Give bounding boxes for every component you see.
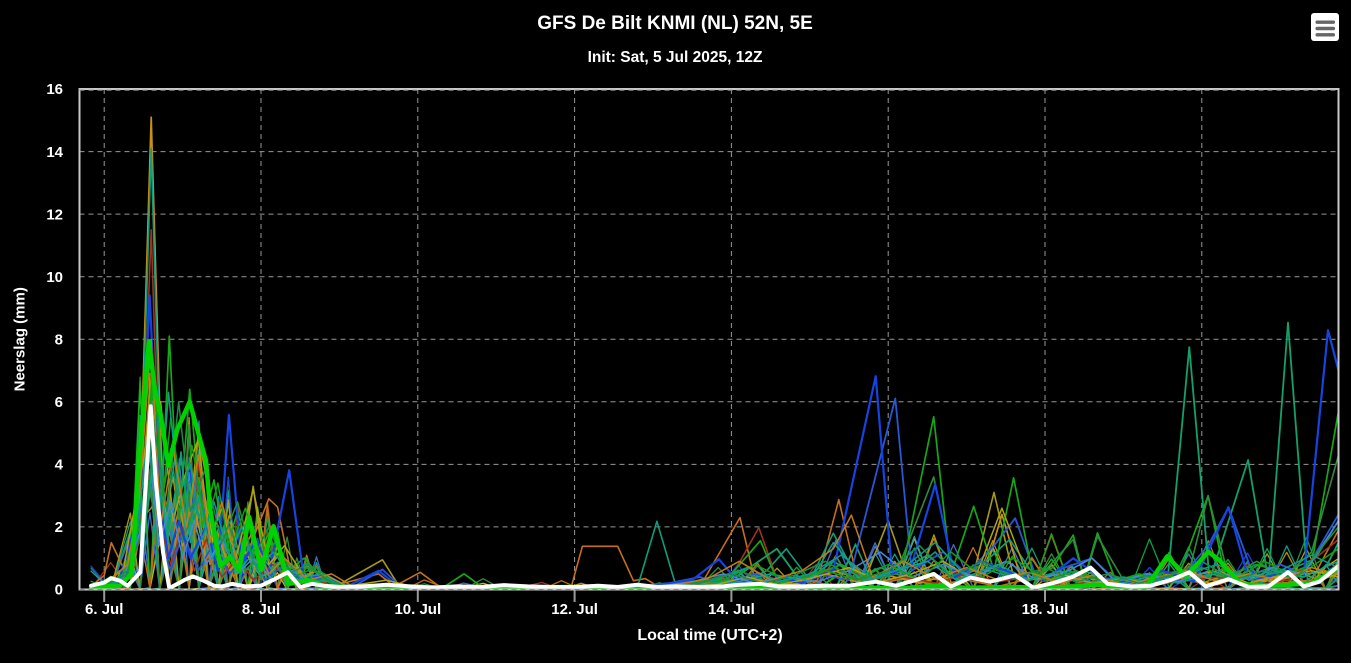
svg-text:Init: Sat, 5 Jul 2025, 12Z: Init: Sat, 5 Jul 2025, 12Z bbox=[588, 49, 763, 66]
svg-text:16: 16 bbox=[46, 81, 63, 98]
svg-text:0: 0 bbox=[55, 582, 63, 599]
svg-text:Local time (UTC+2): Local time (UTC+2) bbox=[637, 627, 782, 644]
svg-text:14: 14 bbox=[46, 144, 63, 161]
svg-text:Neerslag (mm): Neerslag (mm) bbox=[12, 287, 29, 391]
svg-text:14. Jul: 14. Jul bbox=[708, 601, 755, 618]
svg-text:10. Jul: 10. Jul bbox=[394, 601, 441, 618]
svg-text:2: 2 bbox=[55, 519, 63, 536]
svg-text:GFS De Bilt KNMI (NL) 52N, 5E: GFS De Bilt KNMI (NL) 52N, 5E bbox=[537, 13, 813, 34]
svg-text:16. Jul: 16. Jul bbox=[865, 601, 912, 618]
svg-text:12: 12 bbox=[46, 206, 63, 223]
svg-text:6: 6 bbox=[55, 394, 63, 411]
svg-text:6. Jul: 6. Jul bbox=[85, 601, 123, 618]
svg-text:8: 8 bbox=[55, 332, 63, 349]
svg-text:8. Jul: 8. Jul bbox=[242, 601, 280, 618]
svg-text:4: 4 bbox=[55, 457, 64, 474]
svg-text:12. Jul: 12. Jul bbox=[551, 601, 598, 618]
svg-text:18. Jul: 18. Jul bbox=[1022, 601, 1069, 618]
svg-text:20. Jul: 20. Jul bbox=[1178, 601, 1225, 618]
svg-text:10: 10 bbox=[46, 269, 63, 286]
